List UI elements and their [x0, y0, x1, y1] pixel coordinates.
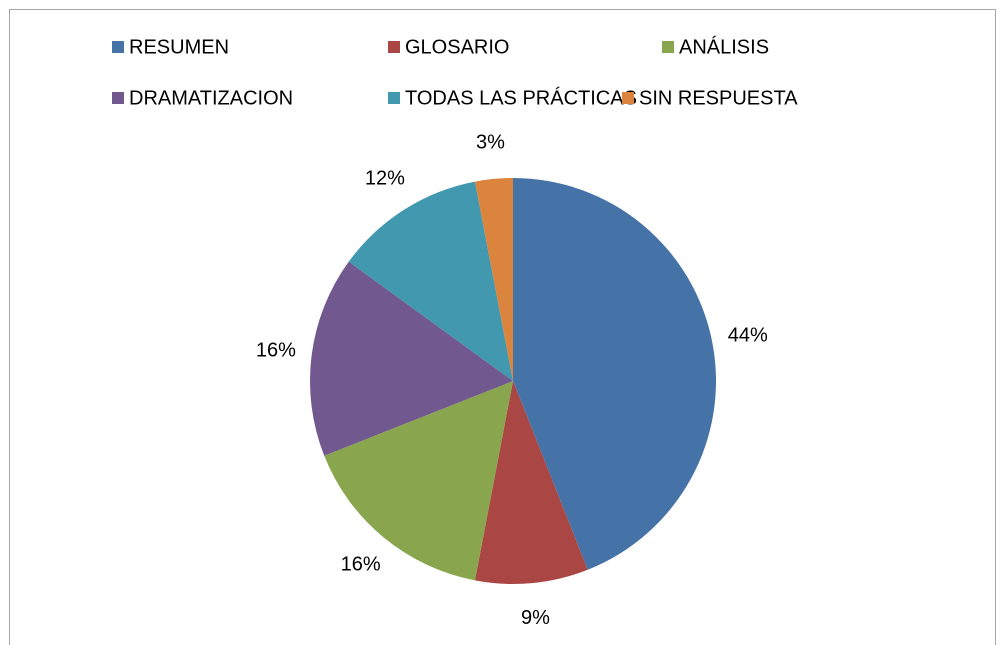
data-label: 3%	[476, 131, 505, 153]
pie-slice	[310, 261, 513, 456]
legend-swatch	[388, 41, 400, 53]
pie-slice	[348, 181, 513, 381]
data-label: 16%	[341, 553, 381, 575]
legend-label: SIN RESPUESTA	[639, 87, 798, 109]
data-label: 44%	[728, 324, 768, 346]
legend-swatch	[112, 41, 124, 53]
pie-slice	[324, 381, 513, 581]
pie-slice	[474, 178, 513, 381]
data-label: 16%	[256, 339, 296, 361]
legend-label: TODAS LAS PRÁCTICAS	[405, 86, 637, 109]
legend-swatch	[112, 92, 124, 104]
legend-label: RESUMEN	[129, 36, 229, 58]
legend-swatch	[622, 92, 634, 104]
legend-swatch	[388, 92, 400, 104]
data-label: 12%	[365, 167, 405, 189]
legend-swatch	[662, 41, 674, 53]
pie-slice	[513, 178, 716, 570]
legend-label: GLOSARIO	[405, 36, 509, 58]
data-label: 9%	[521, 607, 550, 629]
legend-label: ANÁLISIS	[679, 35, 769, 58]
pie-slice	[474, 381, 588, 584]
legend-label: DRAMATIZACION	[129, 87, 293, 109]
